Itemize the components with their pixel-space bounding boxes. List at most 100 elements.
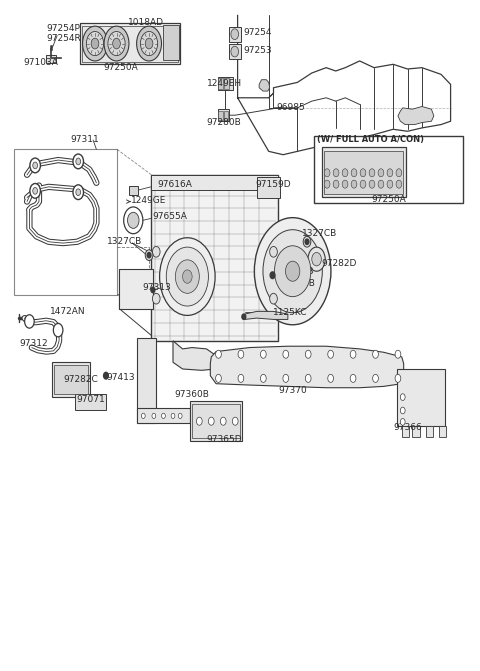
- Circle shape: [91, 38, 99, 49]
- Circle shape: [351, 180, 357, 188]
- Polygon shape: [245, 311, 288, 319]
- Bar: [129, 185, 138, 195]
- Circle shape: [153, 293, 160, 304]
- Circle shape: [216, 350, 221, 358]
- Circle shape: [387, 180, 393, 188]
- Circle shape: [124, 207, 143, 234]
- Circle shape: [286, 261, 300, 281]
- Circle shape: [305, 239, 309, 244]
- Bar: [229, 27, 241, 42]
- Circle shape: [53, 323, 63, 337]
- Circle shape: [328, 374, 334, 382]
- Bar: [229, 44, 241, 59]
- Circle shape: [152, 413, 156, 419]
- Circle shape: [178, 413, 182, 419]
- Circle shape: [324, 180, 330, 188]
- Bar: [217, 77, 233, 91]
- Text: 97366: 97366: [393, 423, 422, 432]
- Circle shape: [242, 314, 246, 319]
- Bar: [192, 405, 240, 438]
- Bar: [324, 151, 403, 194]
- Circle shape: [151, 287, 155, 293]
- Circle shape: [372, 374, 378, 382]
- Circle shape: [161, 413, 165, 419]
- Circle shape: [142, 413, 145, 419]
- Text: 96985: 96985: [276, 103, 305, 112]
- Polygon shape: [173, 341, 216, 370]
- Text: 97365D: 97365D: [206, 435, 242, 444]
- Text: 97282C: 97282C: [63, 375, 97, 384]
- Text: 97313: 97313: [142, 282, 170, 292]
- Circle shape: [351, 169, 357, 176]
- Circle shape: [270, 293, 277, 304]
- Circle shape: [175, 260, 199, 293]
- Bar: [218, 111, 223, 120]
- Circle shape: [33, 162, 37, 169]
- Text: 1249EB: 1249EB: [280, 266, 314, 276]
- Circle shape: [333, 180, 339, 188]
- Circle shape: [400, 407, 405, 414]
- Bar: [120, 268, 153, 309]
- Circle shape: [128, 212, 139, 228]
- Bar: [137, 408, 190, 423]
- Circle shape: [104, 26, 129, 61]
- Bar: [80, 23, 180, 64]
- Text: 1125KC: 1125KC: [273, 308, 307, 317]
- Circle shape: [303, 236, 311, 247]
- Bar: [163, 25, 179, 60]
- Circle shape: [30, 158, 40, 173]
- Text: 1249GE: 1249GE: [131, 196, 166, 205]
- Circle shape: [275, 246, 311, 297]
- Bar: [224, 79, 229, 89]
- Circle shape: [328, 350, 334, 358]
- Text: 1327CB: 1327CB: [108, 238, 143, 246]
- Circle shape: [270, 246, 277, 257]
- Text: 1249EH: 1249EH: [206, 79, 241, 88]
- Text: 97312: 97312: [20, 339, 48, 348]
- Circle shape: [231, 46, 239, 57]
- Circle shape: [261, 350, 266, 358]
- Circle shape: [378, 169, 384, 176]
- Circle shape: [400, 419, 405, 425]
- Text: 1472AN: 1472AN: [50, 307, 85, 316]
- Circle shape: [182, 270, 192, 283]
- Circle shape: [238, 374, 244, 382]
- Bar: [224, 111, 228, 120]
- Circle shape: [395, 374, 401, 382]
- Bar: [14, 150, 117, 295]
- Circle shape: [152, 413, 156, 419]
- Text: 97159D: 97159D: [256, 180, 291, 189]
- Circle shape: [208, 417, 214, 425]
- Text: 1018AD: 1018AD: [128, 17, 164, 27]
- Polygon shape: [210, 346, 404, 388]
- Circle shape: [24, 315, 34, 328]
- Circle shape: [400, 394, 405, 401]
- Circle shape: [104, 372, 108, 379]
- Text: 97250A: 97250A: [104, 63, 138, 72]
- Bar: [397, 369, 445, 426]
- Circle shape: [147, 252, 151, 258]
- Circle shape: [395, 350, 401, 358]
- Circle shape: [342, 180, 348, 188]
- Bar: [75, 395, 106, 411]
- Circle shape: [369, 180, 375, 188]
- Text: 97655A: 97655A: [153, 213, 187, 221]
- Text: 97254P: 97254P: [46, 24, 80, 34]
- Circle shape: [76, 158, 81, 165]
- Text: 97254: 97254: [244, 28, 272, 38]
- Circle shape: [396, 169, 402, 176]
- Bar: [218, 79, 223, 89]
- Circle shape: [145, 38, 153, 49]
- Bar: [314, 136, 463, 203]
- Bar: [152, 174, 278, 341]
- Circle shape: [137, 26, 161, 61]
- Bar: [137, 338, 156, 423]
- Bar: [54, 365, 88, 395]
- Circle shape: [196, 417, 202, 425]
- Text: 97413: 97413: [106, 372, 134, 382]
- Bar: [412, 426, 420, 437]
- Circle shape: [238, 350, 244, 358]
- Circle shape: [342, 169, 348, 176]
- Circle shape: [153, 246, 160, 257]
- Text: 97280B: 97280B: [206, 118, 241, 127]
